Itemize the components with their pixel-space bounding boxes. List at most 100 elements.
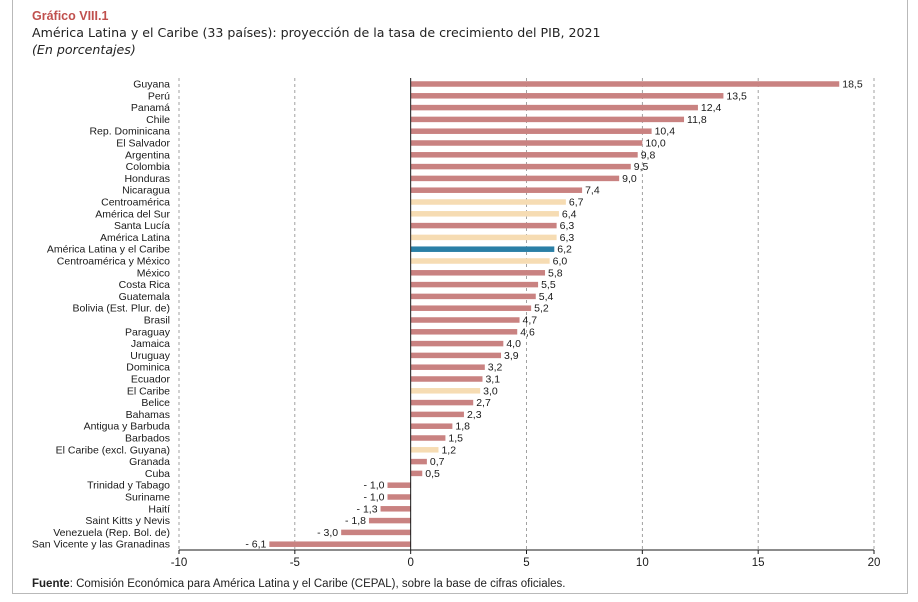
- bar: [410, 199, 566, 205]
- category-label: México: [137, 267, 170, 279]
- bar: [410, 317, 520, 323]
- value-label: 5,4: [539, 291, 554, 303]
- value-label: - 1,0: [363, 492, 384, 504]
- category-label: Guyana: [133, 79, 170, 91]
- bar: [410, 340, 504, 347]
- bar: [269, 541, 411, 547]
- category-label: Trinidad y Tabago: [87, 480, 170, 492]
- bar: [410, 211, 559, 217]
- category-label: Uruguay: [130, 350, 170, 362]
- value-label: 6,7: [569, 197, 584, 209]
- bar: [410, 246, 555, 252]
- value-label: - 1,8: [345, 515, 366, 527]
- value-label: 11,8: [687, 114, 707, 126]
- value-label: 10,0: [645, 138, 666, 150]
- category-label: Cuba: [145, 468, 170, 480]
- source-note: Fuente: Comisión Económica para América …: [32, 578, 566, 590]
- value-label: 3,2: [488, 362, 503, 374]
- bar: [387, 494, 411, 500]
- category-label: Argentina: [125, 149, 170, 161]
- x-tick-label: 5: [523, 557, 529, 569]
- value-label: - 1,0: [363, 480, 384, 492]
- category-label: Paraguay: [125, 326, 171, 338]
- bar: [410, 293, 536, 300]
- chart-frame: [12, 0, 908, 594]
- category-label: Haití: [148, 503, 170, 515]
- x-tick-label: -5: [290, 557, 300, 569]
- bar: [410, 423, 453, 429]
- value-label: 1,8: [455, 421, 470, 433]
- chart-subtitle: América Latina y el Caribe (33 países): …: [32, 25, 601, 40]
- value-label: 5,2: [534, 303, 549, 315]
- bar: [410, 411, 464, 418]
- category-label: América Latina y el Caribe: [47, 244, 170, 256]
- value-label: 6,3: [560, 232, 575, 244]
- bar: [410, 435, 446, 441]
- bar: [410, 364, 485, 370]
- value-label: 6,0: [553, 256, 568, 268]
- value-label: 2,7: [476, 397, 491, 409]
- bar: [368, 517, 411, 524]
- value-label: - 3,0: [317, 527, 338, 539]
- category-label: Guatemala: [119, 291, 171, 303]
- bar: [387, 482, 411, 488]
- category-label: Bahamas: [126, 409, 170, 421]
- x-tick-label: 0: [407, 557, 413, 569]
- chart-title: Gráfico VIII.1: [32, 9, 109, 23]
- bar: [410, 140, 643, 146]
- category-label: América Latina: [100, 232, 170, 244]
- x-tick-label: 20: [868, 557, 881, 569]
- x-tick-label: 15: [752, 557, 765, 569]
- source-text: : Comisión Económica para América Latina…: [69, 578, 566, 590]
- value-label: 3,0: [483, 385, 498, 397]
- value-label: 2,3: [467, 409, 482, 421]
- bar: [410, 234, 557, 241]
- category-label: El Salvador: [116, 138, 170, 150]
- category-label: Centroamérica: [101, 197, 170, 209]
- bar: [410, 447, 439, 453]
- category-label: Suriname: [125, 492, 170, 504]
- bar: [410, 399, 474, 406]
- value-label: 6,3: [560, 220, 575, 232]
- category-label: Brasil: [144, 315, 170, 327]
- value-label: 9,8: [641, 149, 656, 161]
- category-label: Centroamérica y México: [57, 256, 170, 268]
- value-label: 6,2: [557, 244, 572, 256]
- bar: [410, 388, 481, 394]
- source-label: Fuente: [32, 578, 70, 590]
- value-label: 7,4: [585, 185, 600, 197]
- value-label: 5,8: [548, 267, 563, 279]
- category-label: Jamaica: [131, 338, 170, 350]
- chart-units: (En porcentajes): [32, 42, 136, 57]
- bar: [410, 187, 583, 193]
- value-label: 4,7: [523, 315, 538, 327]
- category-label: Saint Kitts y Nevis: [85, 515, 170, 527]
- bar: [410, 81, 840, 87]
- value-label: 3,9: [504, 350, 519, 362]
- bar: [380, 506, 411, 512]
- bar: [410, 352, 502, 359]
- bar: [410, 152, 638, 158]
- bar: [341, 529, 411, 536]
- category-label: San Vicente y las Granadinas: [32, 539, 170, 551]
- category-label: Venezuela (Rep. Bol. de): [53, 527, 170, 539]
- category-label: Perú: [148, 90, 170, 102]
- category-label: Barbados: [125, 433, 170, 445]
- category-label: Bolivia (Est. Plur. de): [73, 303, 170, 315]
- value-label: 12,4: [701, 102, 722, 114]
- category-label: Dominica: [126, 362, 170, 374]
- category-label: Chile: [146, 114, 170, 126]
- value-label: - 1,3: [357, 503, 378, 515]
- category-label: Costa Rica: [119, 279, 171, 291]
- x-tick-label: -10: [171, 557, 188, 569]
- value-label: 9,0: [622, 173, 637, 185]
- value-label: 1,5: [448, 433, 463, 445]
- bar: [410, 163, 631, 170]
- category-label: Belice: [141, 397, 170, 409]
- bar: [410, 281, 539, 288]
- bar: [410, 222, 557, 229]
- bar: [410, 104, 698, 111]
- bar: [410, 258, 550, 264]
- category-label: El Caribe (excl. Guyana): [56, 444, 170, 456]
- bar: [410, 270, 546, 276]
